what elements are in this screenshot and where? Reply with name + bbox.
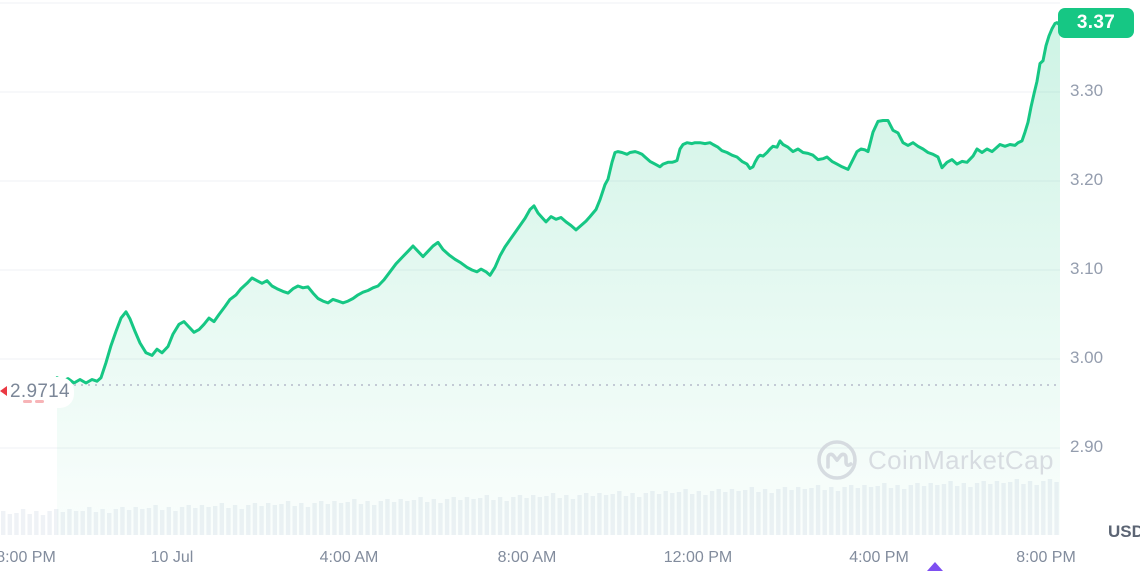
event-marker-icon[interactable] xyxy=(927,562,943,571)
volume-bar xyxy=(14,513,19,535)
currency-unit-label: USD xyxy=(1108,522,1140,541)
price-line xyxy=(55,21,1062,385)
x-axis-label: 4:00 PM xyxy=(849,549,909,566)
x-axis-label: 10 Jul xyxy=(150,549,194,566)
volume-bar xyxy=(54,509,59,535)
y-axis-label: 2.90 xyxy=(1070,437,1104,456)
price-area xyxy=(57,22,1060,536)
current-price-badge: 3.37 xyxy=(1058,8,1134,38)
red-dash-decoration xyxy=(23,400,32,403)
coinmarketcap-watermark: CoinMarketCap xyxy=(814,437,1054,483)
x-axis-label: 4:00 AM xyxy=(319,549,379,566)
y-axis-label: 3.20 xyxy=(1070,170,1104,189)
x-axis-label: 8:00 PM xyxy=(1016,549,1076,566)
red-dash-decoration xyxy=(35,400,44,403)
y-axis-label: 3.00 xyxy=(1070,348,1104,367)
previous-close-pill xyxy=(0,377,74,408)
previous-close-dotted-line xyxy=(74,384,1060,386)
y-axis-label: 3.30 xyxy=(1070,81,1104,100)
volume-bar xyxy=(40,515,46,535)
coinmarketcap-logo-icon xyxy=(817,440,857,480)
y-axis-label: 3.10 xyxy=(1070,259,1104,278)
x-axis-label: 12:00 PM xyxy=(663,549,733,566)
volume-bar xyxy=(27,514,32,535)
volume-bar xyxy=(20,509,26,535)
previous-close-label: 2.9714 xyxy=(10,381,70,402)
x-axis-label: 8:00 AM xyxy=(497,549,557,566)
volume-bar xyxy=(47,511,52,535)
x-axis-label: 8:00 PM xyxy=(0,549,56,566)
volume-bar xyxy=(34,511,39,535)
volume-bar xyxy=(7,514,13,535)
price-down-arrow-icon xyxy=(0,386,7,396)
watermark-text: CoinMarketCap xyxy=(868,444,1054,475)
volume-bar xyxy=(1,511,6,535)
